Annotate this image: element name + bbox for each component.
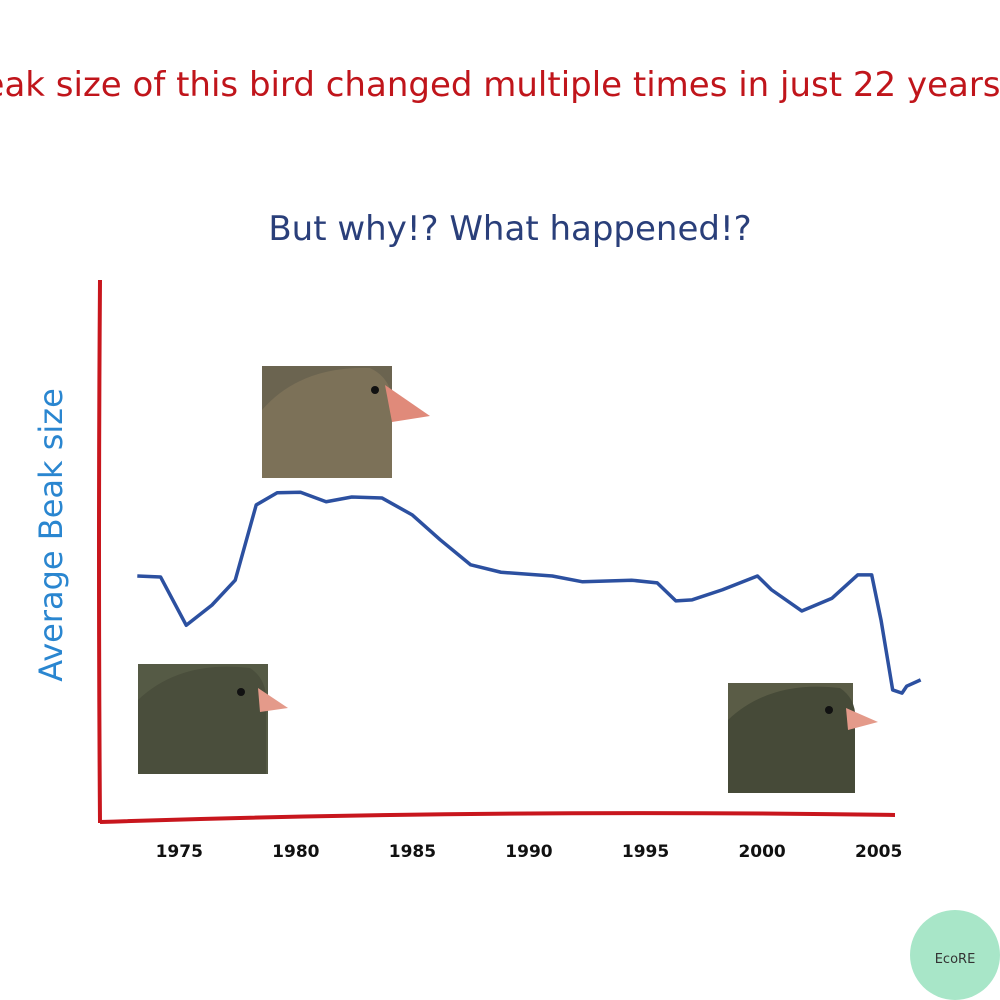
logo-text: EcoRE xyxy=(935,952,976,967)
x-tick-label: 2005 xyxy=(855,842,902,862)
bird-small-beak-right xyxy=(728,683,878,793)
x-tick-label: 1975 xyxy=(156,842,203,862)
x-tick-label: 1990 xyxy=(505,842,552,862)
x-tick-label: 2000 xyxy=(738,842,785,862)
x-tick-label: 1995 xyxy=(622,842,669,862)
x-tick-label: 1985 xyxy=(389,842,436,862)
bird-images xyxy=(138,366,878,793)
data-line xyxy=(137,490,922,695)
y-axis xyxy=(97,279,102,824)
chart-title: Beak size of this bird changed multiple … xyxy=(0,65,1000,105)
x-axis xyxy=(99,811,896,824)
y-axis-label: Average Beak size xyxy=(32,388,70,682)
bird-small-beak-left xyxy=(138,664,288,774)
bird-large-beak xyxy=(262,366,430,478)
x-tick-label: 1980 xyxy=(272,842,319,862)
chart-subtitle: But why!? What happened!? xyxy=(268,209,751,249)
logo: EcoRE xyxy=(910,910,1000,1000)
